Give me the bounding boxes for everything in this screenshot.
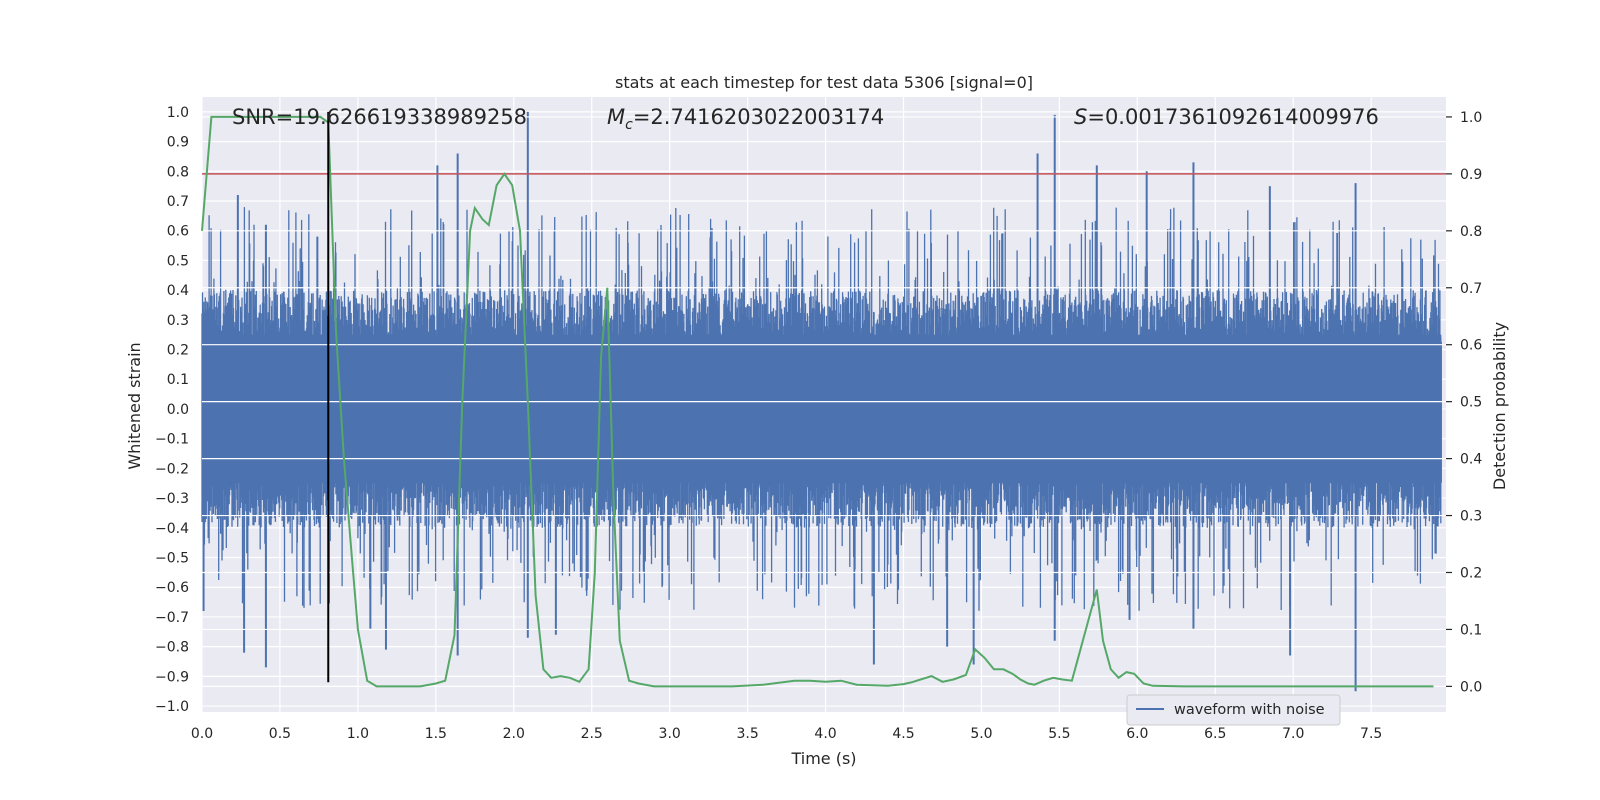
x-tick-label-6: 3.0	[659, 726, 681, 742]
y-tick-label-7: 0.3	[167, 313, 189, 329]
right-tick-label-8: 0.2	[1460, 565, 1482, 581]
chirp-mass-subscript: c	[625, 117, 633, 133]
detection-probability-line	[201, 115, 1434, 688]
y-tick-label-11: −0.1	[155, 432, 189, 448]
y-tick-label-14: −0.4	[155, 521, 189, 537]
x-tick-label-3: 1.5	[425, 726, 447, 742]
y-tick-label-9: 0.1	[167, 372, 189, 388]
y-tick-label-10: 0.0	[167, 402, 189, 418]
x-tick-label-4: 2.0	[503, 726, 525, 742]
y-tick-label-2: 0.8	[167, 164, 189, 180]
right-tick-label-6: 0.4	[1460, 452, 1482, 468]
y-tick-label-5: 0.5	[167, 253, 189, 269]
y-axis-label-left: Whitened strain	[125, 342, 144, 469]
chirp-mass-symbol: M	[607, 105, 625, 129]
x-tick-label-13: 6.5	[1204, 726, 1226, 742]
y-axis-label-right: Detection probability	[1490, 322, 1509, 490]
x-tick-label-12: 6.0	[1126, 726, 1148, 742]
legend-box	[1126, 694, 1341, 726]
y-tick-label-8: 0.2	[167, 343, 189, 359]
y-tick-label-3: 0.7	[167, 194, 189, 210]
x-tick-label-14: 7.0	[1282, 726, 1304, 742]
s-statistic-symbol: S	[1074, 105, 1087, 129]
right-tick-label-9: 0.1	[1460, 622, 1482, 638]
y-tick-label-20: −1.0	[155, 699, 189, 715]
y-tick-label-19: −0.9	[155, 669, 189, 685]
right-tick-label-1: 0.9	[1460, 167, 1482, 183]
right-tick-label-5: 0.5	[1460, 395, 1482, 411]
x-tick-label-8: 4.0	[814, 726, 836, 742]
right-tick-label-3: 0.7	[1460, 281, 1482, 297]
y-tick-label-12: −0.2	[155, 461, 189, 477]
x-tick-label-11: 5.5	[1048, 726, 1070, 742]
snr-annotation: SNR=19.626619338989258	[232, 105, 527, 129]
y-tick-label-16: −0.6	[155, 580, 189, 596]
y-tick-label-1: 0.9	[167, 135, 189, 151]
right-tick-label-2: 0.8	[1460, 224, 1482, 240]
x-tick-label-7: 3.5	[736, 726, 758, 742]
x-tick-label-15: 7.5	[1360, 726, 1382, 742]
y-tick-label-6: 0.4	[167, 283, 189, 299]
y-tick-label-18: −0.8	[155, 640, 189, 656]
chirp-mass-annotation: Mc=2.7416203022003174	[607, 105, 884, 133]
legend-label-waveform: waveform with noise	[1174, 702, 1325, 718]
right-tick-label-0: 1.0	[1460, 110, 1482, 126]
x-tick-label-0: 0.0	[191, 726, 213, 742]
waveform-noise-core	[202, 334, 1442, 484]
y-tick-label-4: 0.6	[167, 224, 189, 240]
tick-labels: 0.0 0.5 1.0 1.5 2.0 2.5 3.0 3.5 4.0 4.5 5.0 5.5 6.0 6…	[155, 105, 1482, 742]
right-tick-label-7: 0.3	[1460, 509, 1482, 525]
y-tick-label-13: −0.3	[155, 491, 189, 507]
x-axis-label: Time (s)	[790, 749, 856, 768]
s-statistic-value: =0.0017361092614009976	[1087, 105, 1379, 129]
y-tick-label-17: −0.7	[155, 610, 189, 626]
y-tick-label-15: −0.5	[155, 551, 189, 567]
y-tick-label-0: 1.0	[167, 105, 189, 121]
chirp-mass-value: =2.7416203022003174	[633, 105, 884, 129]
x-tick-label-1: 0.5	[269, 726, 291, 742]
x-tick-label-5: 2.5	[581, 726, 603, 742]
chart-title: stats at each timestep for test data 530…	[615, 73, 1033, 92]
right-tick-label-10: 0.0	[1460, 679, 1482, 695]
legend: waveform with noise	[1126, 694, 1341, 726]
x-tick-label-2: 1.0	[347, 726, 369, 742]
s-statistic-annotation: S=0.0017361092614009976	[1074, 105, 1379, 129]
x-tick-label-9: 4.5	[892, 726, 914, 742]
x-tick-label-10: 5.0	[970, 726, 992, 742]
right-tick-label-4: 0.6	[1460, 338, 1482, 354]
